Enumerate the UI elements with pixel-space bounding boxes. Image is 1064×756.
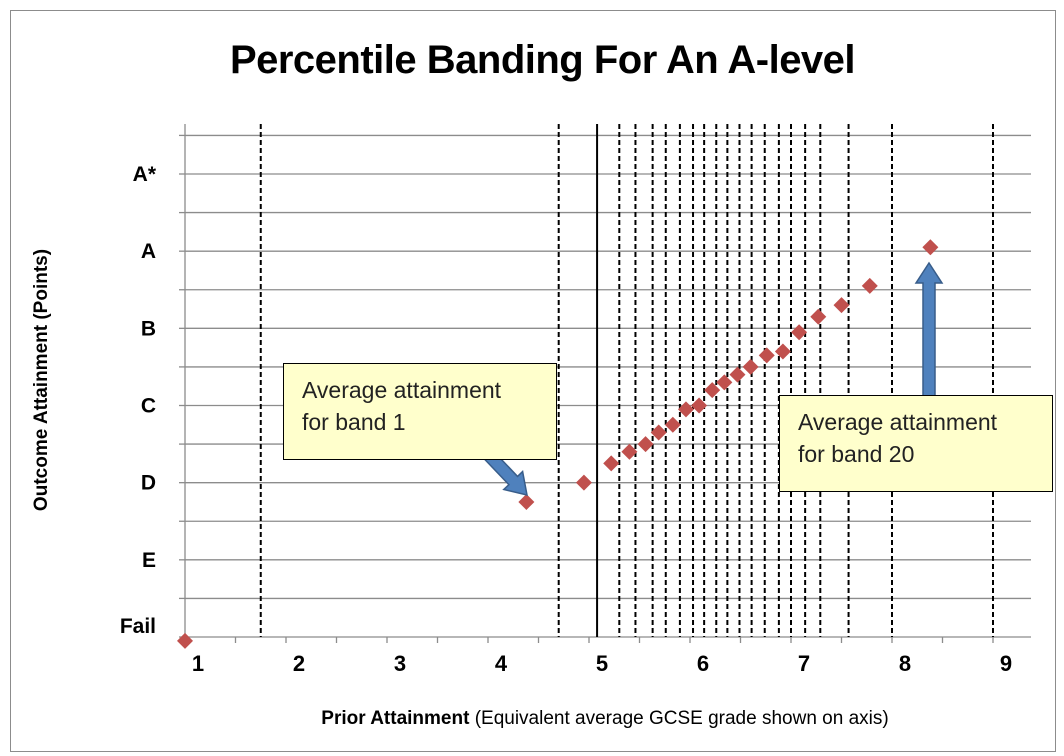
data-point bbox=[518, 493, 535, 510]
data-point bbox=[716, 374, 733, 391]
data-point bbox=[637, 436, 654, 453]
y-tick-label: E bbox=[142, 549, 156, 572]
data-point bbox=[729, 366, 746, 383]
data-point bbox=[621, 443, 638, 460]
data-point bbox=[664, 416, 681, 433]
y-tick-label: D bbox=[141, 472, 156, 495]
x-axis-label: Prior Attainment (Equivalent average GCS… bbox=[0, 708, 1064, 730]
x-tick-label: 1 bbox=[192, 651, 204, 676]
data-point bbox=[575, 474, 592, 491]
data-point bbox=[704, 382, 721, 399]
callout-band-1-line-1: Average attainment bbox=[302, 377, 502, 403]
data-point bbox=[603, 455, 620, 472]
data-point bbox=[833, 297, 850, 314]
data-point bbox=[922, 239, 939, 256]
x-tick-label: 8 bbox=[899, 651, 911, 676]
data-point bbox=[861, 277, 878, 294]
x-tick-label: 7 bbox=[798, 651, 810, 676]
y-tick-label: A bbox=[141, 240, 156, 263]
x-tick-label: 2 bbox=[293, 651, 305, 676]
x-tick-label: 5 bbox=[596, 651, 608, 676]
callout-band-1-line-2: for band 1 bbox=[302, 409, 406, 435]
y-tick-label: Fail bbox=[120, 615, 156, 638]
arrow-band-20 bbox=[914, 261, 944, 398]
chart-title: Percentile Banding For An A-level bbox=[229, 38, 856, 82]
x-tick-label: 4 bbox=[495, 651, 508, 676]
data-point bbox=[791, 324, 808, 341]
data-point bbox=[691, 397, 708, 414]
data-point bbox=[677, 401, 694, 418]
y-tick-label: C bbox=[141, 395, 156, 418]
data-point bbox=[742, 358, 759, 375]
x-tick-label: 9 bbox=[1000, 651, 1012, 676]
data-point bbox=[758, 347, 775, 364]
y-tick-label: B bbox=[141, 317, 156, 340]
data-point bbox=[810, 308, 827, 325]
data-point bbox=[650, 424, 667, 441]
x-tick-label: 3 bbox=[394, 651, 406, 676]
callout-band-20-line-1: Average attainment bbox=[798, 409, 998, 435]
callout-band-20: Average attainment for band 20 bbox=[779, 395, 1053, 492]
callout-band-1: Average attainment for band 1 bbox=[283, 363, 557, 460]
x-tick-label: 6 bbox=[697, 651, 709, 676]
x-axis-label-bold: Prior Attainment bbox=[321, 708, 470, 729]
data-point bbox=[774, 343, 791, 360]
data-point bbox=[177, 632, 193, 649]
y-tick-label: A* bbox=[133, 163, 157, 186]
x-axis-label-rest: (Equivalent average GCSE grade shown on … bbox=[469, 708, 889, 729]
callout-band-20-line-2: for band 20 bbox=[798, 441, 915, 467]
